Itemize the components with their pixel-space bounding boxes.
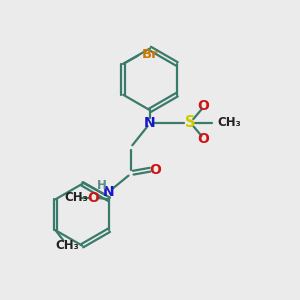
Text: CH₃: CH₃ bbox=[218, 116, 242, 129]
Text: O: O bbox=[197, 132, 209, 146]
Text: N: N bbox=[103, 185, 115, 199]
Text: H: H bbox=[98, 179, 107, 192]
Text: O: O bbox=[149, 163, 161, 177]
Text: Br: Br bbox=[142, 48, 158, 61]
Text: CH₃: CH₃ bbox=[56, 239, 79, 252]
Text: CH₃: CH₃ bbox=[65, 191, 88, 204]
Text: O: O bbox=[197, 99, 209, 113]
Text: O: O bbox=[87, 191, 99, 205]
Text: S: S bbox=[184, 115, 195, 130]
Text: N: N bbox=[144, 116, 156, 130]
